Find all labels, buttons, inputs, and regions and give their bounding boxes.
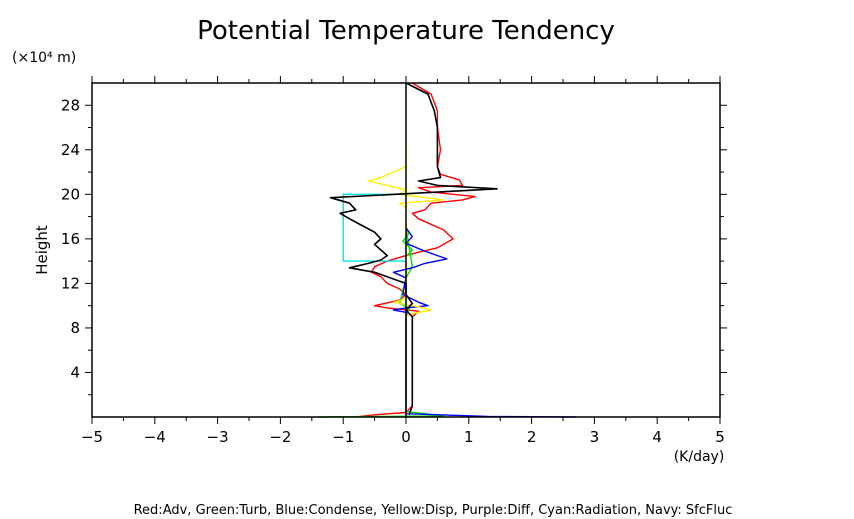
x-tick-label: 4 [652,428,662,446]
series-group [318,82,576,418]
series-line-adv [355,82,476,418]
x-tick-label: −1 [332,428,354,446]
x-tick-label: −3 [207,428,229,446]
x-axis-units: (K/day) [674,449,725,465]
y-tick-label: 24 [61,141,80,159]
x-tick-label: 2 [527,428,537,446]
x-tick-label: 1 [464,428,474,446]
y-axis-label: Height [33,225,51,275]
axis-ticks [85,76,727,424]
series-line-net [329,82,498,416]
legend-caption: Red:Adv, Green:Turb, Blue:Condense, Yell… [134,503,733,518]
x-tick-label: −5 [81,428,103,446]
series-line-condense [392,227,576,418]
x-tick-label: 5 [715,428,725,446]
series-line-turb [318,226,445,418]
plot-frame [91,82,721,418]
y-tick-label: 20 [61,185,80,203]
y-tick-label: 4 [70,363,80,381]
series-line-disp [367,138,445,318]
y-axis-units: (×10⁴ m) [12,50,76,66]
series-line-radiation [342,193,406,262]
chart-title: Potential Temperature Tendency [197,16,615,46]
y-tick-label: 8 [70,319,80,337]
x-tick-label: −2 [269,428,291,446]
y-tick-label: 16 [61,230,80,248]
y-tick-label: 12 [61,274,80,292]
x-tick-label: −4 [144,428,166,446]
y-tick-label: 28 [61,96,80,114]
x-tick-label: 0 [401,428,411,446]
x-tick-label: 3 [590,428,600,446]
